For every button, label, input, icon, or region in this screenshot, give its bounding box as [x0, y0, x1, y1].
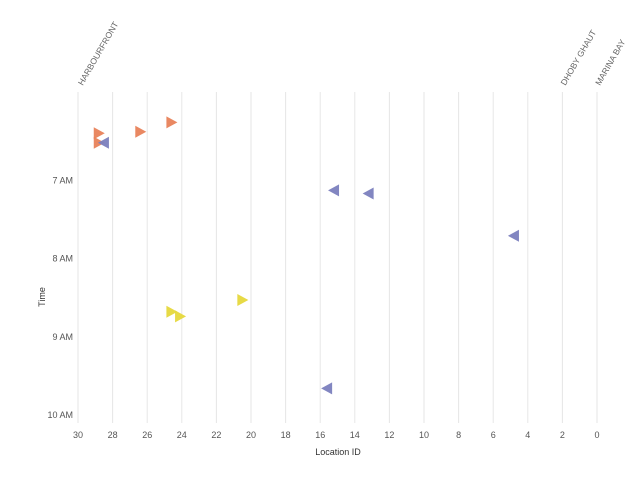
- x-tick-label: 8: [456, 430, 461, 440]
- y-tick-label: 9 AM: [52, 332, 73, 342]
- station-label: DHOBY GHAUT: [558, 28, 598, 87]
- train-marker: [321, 382, 333, 395]
- y-tick-label: 10 AM: [47, 410, 73, 420]
- x-tick-label: 4: [525, 430, 530, 440]
- x-tick-label: 24: [177, 430, 187, 440]
- station-label: HARBOURFRONT: [76, 20, 121, 87]
- station-label: MARINA BAY: [593, 37, 627, 87]
- train-marker: [166, 305, 178, 318]
- x-tick-label: 16: [315, 430, 325, 440]
- train-marker: [507, 229, 519, 242]
- x-tick-label: 18: [281, 430, 291, 440]
- tick-labels: 30 28 26 24 22 20 18 16 14 12 10 8 6 4 2 07 AM8 AM9 AM1…: [47, 175, 599, 440]
- train-marker: [135, 125, 147, 138]
- train-marker: [166, 116, 178, 129]
- x-tick-label: 10: [419, 430, 429, 440]
- y-tick-label: 8 AM: [52, 254, 73, 264]
- x-tick-label: 26: [142, 430, 152, 440]
- train-marker: [93, 127, 105, 140]
- train-marker: [362, 187, 374, 200]
- x-tick-label: 30: [73, 430, 83, 440]
- x-tick-label: 28: [108, 430, 118, 440]
- gridlines: [77, 92, 598, 423]
- train-marker: [97, 136, 109, 149]
- train-marker: [175, 310, 187, 323]
- x-tick-label: 2: [560, 430, 565, 440]
- train-marker: [328, 184, 340, 197]
- x-tick-label: 0: [594, 430, 599, 440]
- x-tick-label: 22: [211, 430, 221, 440]
- x-tick-label: 20: [246, 430, 256, 440]
- data-points: [93, 116, 519, 395]
- x-axis-title: Location ID: [315, 447, 361, 457]
- x-tick-label: 12: [384, 430, 394, 440]
- x-tick-label: 6: [491, 430, 496, 440]
- y-axis-title: Time: [37, 287, 47, 307]
- train-marker: [237, 293, 249, 306]
- x-tick-label: 14: [350, 430, 360, 440]
- y-tick-label: 7 AM: [52, 175, 73, 185]
